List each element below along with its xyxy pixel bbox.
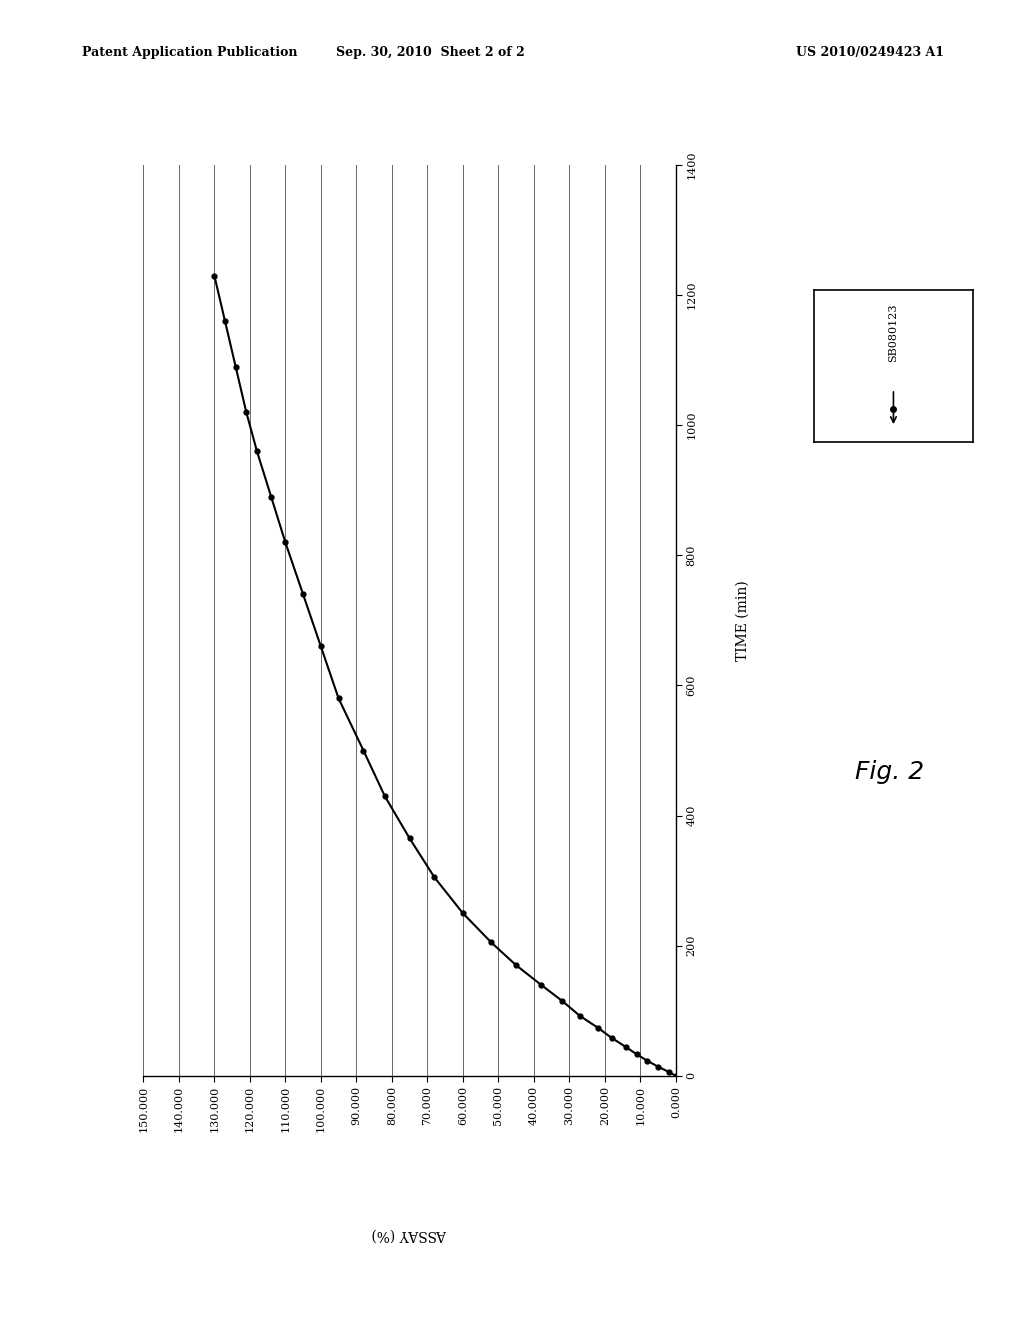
Text: Patent Application Publication: Patent Application Publication — [82, 46, 297, 59]
Text: Sep. 30, 2010  Sheet 2 of 2: Sep. 30, 2010 Sheet 2 of 2 — [336, 46, 524, 59]
Text: US 2010/0249423 A1: US 2010/0249423 A1 — [797, 46, 944, 59]
Text: Fig. 2: Fig. 2 — [855, 760, 925, 784]
Text: ASSAY (%): ASSAY (%) — [372, 1228, 447, 1241]
Text: TIME (min): TIME (min) — [735, 579, 750, 661]
Text: SB080123: SB080123 — [889, 304, 898, 362]
